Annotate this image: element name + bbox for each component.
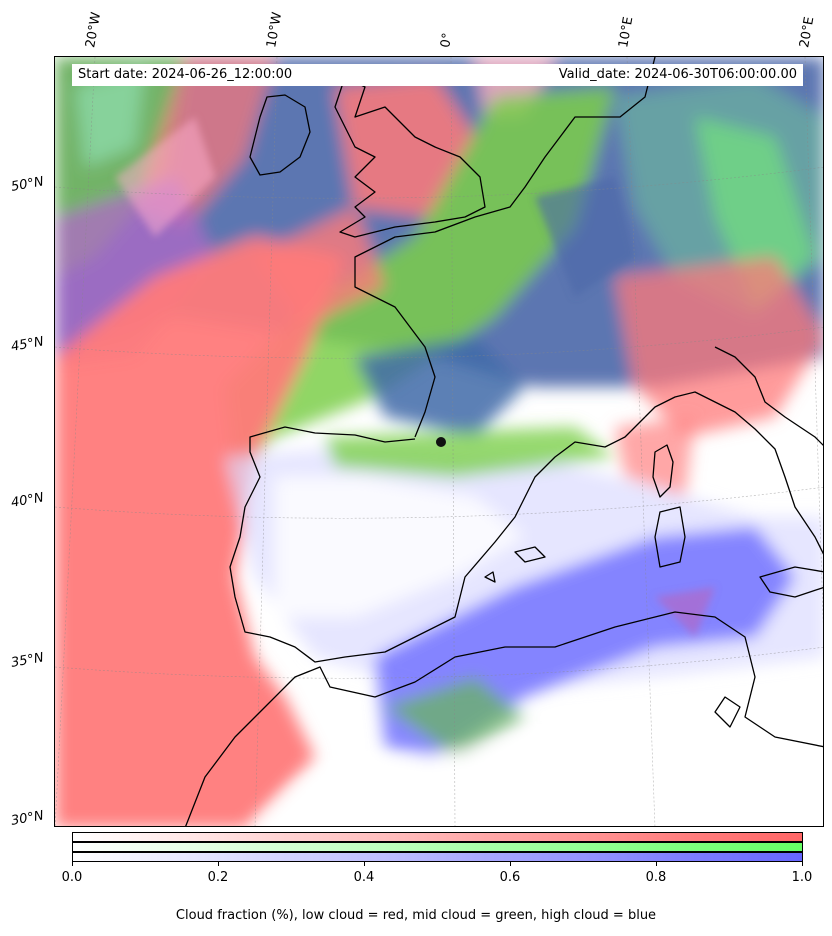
valid-date-label: Valid_date: 2024-06-30T06:00:00.00 — [558, 67, 797, 82]
colorbar-tick — [364, 862, 365, 866]
colorbar-tick-label: 0.6 — [499, 870, 521, 885]
colorbar-tick-label: 0.0 — [61, 870, 83, 885]
lat-label-40n: 40°N — [10, 490, 45, 511]
coast-tunisia-tip — [714, 696, 741, 728]
map-panel[interactable] — [54, 56, 824, 827]
coast-great-britain — [334, 76, 486, 238]
coast-ireland — [249, 94, 311, 176]
colorbar — [72, 832, 803, 862]
cloud-map — [55, 57, 823, 826]
coast-balearics — [484, 546, 546, 583]
colorbar-tick — [656, 862, 657, 866]
start-date-label: Start date: 2024-06-26_12:00:00 — [78, 67, 293, 82]
location-marker — [436, 437, 446, 447]
coast-france — [354, 57, 656, 438]
cloud-layers — [55, 57, 823, 826]
lat-label-45n: 45°N — [10, 334, 45, 355]
lon-label-0: 0° — [438, 31, 456, 49]
coast-sardinia — [654, 506, 686, 568]
colorbar-tick — [802, 862, 803, 866]
colorbar-tick — [72, 862, 73, 866]
lon-label-20e: 20°E — [797, 15, 818, 49]
colorbar-tick — [510, 862, 511, 866]
colorbar-low-cloud — [73, 833, 802, 841]
colorbar-tick-label: 0.2 — [207, 870, 229, 885]
lon-label-10w: 10°W — [264, 11, 286, 50]
colorbar-tick — [218, 862, 219, 866]
colorbar-tick-label: 0.8 — [645, 870, 667, 885]
coast-corsica — [652, 444, 674, 498]
lon-label-20w: 20°W — [83, 11, 105, 50]
colorbar-tick-label: 1.0 — [791, 870, 813, 885]
colorbar-tick-label: 0.4 — [353, 870, 375, 885]
lat-label-35n: 35°N — [10, 650, 45, 671]
cloud-detail — [115, 117, 715, 637]
colorbar-high-cloud — [73, 853, 802, 861]
colorbar-caption: Cloud fraction (%), low cloud = red, mid… — [175, 908, 657, 923]
lat-label-30n: 30°N — [10, 808, 45, 829]
coast-iberia — [229, 416, 646, 663]
coast-north-africa — [185, 611, 823, 826]
info-bar: Start date: 2024-06-26_12:00:00 Valid_da… — [72, 64, 803, 86]
lon-label-10e: 10°E — [616, 15, 637, 49]
graticule — [55, 57, 823, 826]
coast-sicily — [759, 566, 823, 598]
colorbar-mid-cloud — [73, 843, 802, 851]
coast-italy — [714, 346, 823, 446]
lat-label-50n: 50°N — [10, 174, 45, 195]
coastlines — [185, 57, 823, 826]
coast-med-north — [644, 391, 823, 555]
